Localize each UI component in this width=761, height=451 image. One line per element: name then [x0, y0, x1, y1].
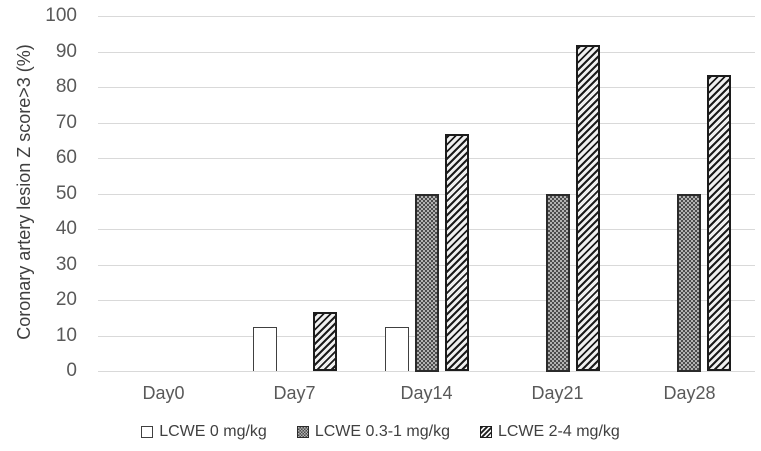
bar-day28-series3: [707, 75, 731, 371]
bar-day7-series3: [313, 312, 337, 371]
bar-day21-series2: [546, 194, 570, 372]
legend-label: LCWE 0.3-1 mg/kg: [314, 423, 450, 440]
y-tick-label: 90: [55, 41, 77, 62]
x-category-label: Day28: [663, 383, 716, 403]
gridline: [98, 52, 755, 53]
x-category-label: Day14: [400, 383, 453, 403]
legend-item-series1: LCWE 0 mg/kg: [141, 423, 267, 441]
y-tick-label: 100: [45, 5, 77, 26]
y-tick-label: 60: [55, 147, 77, 168]
y-tick-label: 40: [55, 218, 77, 239]
legend-swatch-plain-white-icon: [141, 426, 154, 438]
y-tick-label: 50: [55, 183, 77, 204]
y-tick-label: 0: [66, 360, 77, 381]
legend-label: LCWE 2-4 mg/kg: [497, 423, 620, 440]
gridline: [98, 87, 755, 88]
x-category-label: Day0: [142, 383, 185, 403]
legend-item-series2: LCWE 0.3-1 mg/kg: [296, 423, 450, 441]
gridline: [98, 16, 755, 17]
bar-day14-series2: [415, 194, 439, 372]
bar-day14-series1: [385, 327, 409, 371]
gridline: [98, 158, 755, 159]
y-tick-label: 30: [55, 254, 77, 275]
bar-day28-series2: [677, 194, 701, 372]
gridline: [98, 123, 755, 124]
legend: LCWE 0 mg/kg LCWE 0.3-1 mg/kg LCWE 2-4 mg/…: [0, 423, 761, 441]
bar-day14-series3: [445, 134, 469, 371]
bar-day21-series3: [576, 45, 600, 371]
x-category-label: Day7: [273, 383, 316, 403]
legend-item-series3: LCWE 2-4 mg/kg: [479, 423, 620, 441]
x-category-label: Day21: [531, 383, 584, 403]
y-tick-label: 80: [55, 76, 77, 97]
bar-day7-series1: [253, 327, 277, 371]
legend-swatch-diagonal-hatch-icon: [479, 426, 492, 438]
legend-swatch-gray-dots-icon: [296, 426, 309, 438]
y-tick-label: 70: [55, 112, 77, 133]
y-tick-label: 20: [55, 289, 77, 310]
y-tick-label: 10: [55, 325, 77, 346]
legend-label: LCWE 0 mg/kg: [159, 423, 267, 440]
